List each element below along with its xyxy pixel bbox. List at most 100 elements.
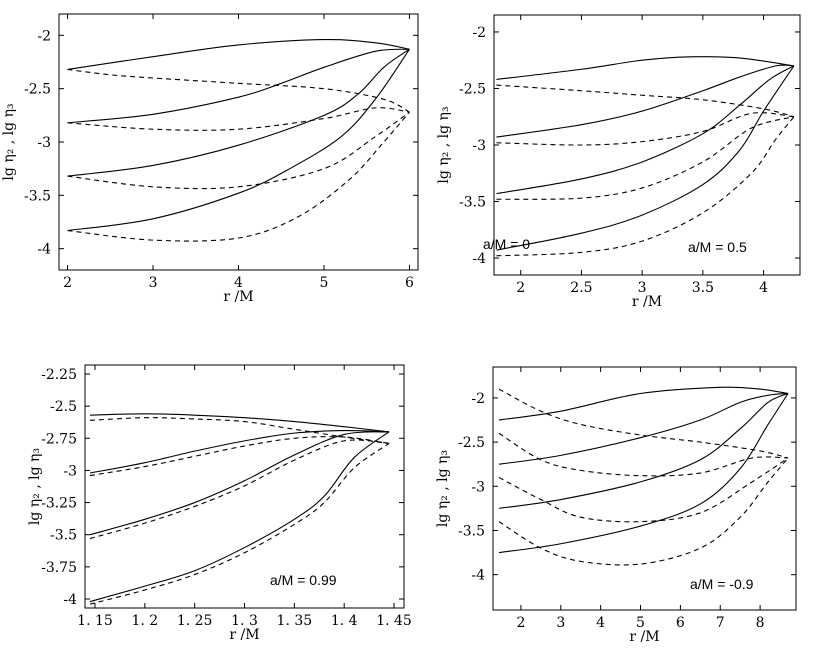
- x-tick-label: 6: [676, 615, 685, 631]
- x-tick-label: 4: [759, 280, 768, 296]
- y-tick-label: -2.5: [458, 435, 485, 451]
- series-solid-line: [496, 56, 795, 80]
- y-tick-label: -2: [472, 25, 486, 41]
- panel-annotation: a/M = 0: [483, 236, 530, 252]
- y-tick-label: -3: [471, 479, 485, 495]
- series-dashed-line: [67, 111, 410, 190]
- y-axis-label: lg η₂ , lg η₃: [27, 448, 43, 525]
- y-tick-label: -3.5: [458, 523, 485, 539]
- x-tick-label: 1. 25: [177, 613, 213, 629]
- x-tick-label: 8: [756, 615, 765, 631]
- x-tick-label: 1. 45: [376, 613, 412, 629]
- series-solid-line: [67, 48, 410, 124]
- y-tick-label: -3.5: [50, 528, 77, 544]
- series-solid-line: [496, 65, 795, 251]
- panel-4: 2 3 4 5 6 7 8 -4 -3.5 -3 -2.5 -2 r /M lg η₂ , lg η₃ a/…: [435, 366, 797, 645]
- x-tick-label: 7: [716, 615, 725, 631]
- series-dashed-line: [89, 439, 390, 540]
- series-dashed-line: [496, 116, 795, 257]
- panel-2: 2 2.5 3 3.5 4 -4 -3.5 -3 -2.5 -2 r /M lg η₂ , lg η₃…: [436, 14, 801, 310]
- series-dashed-line: [89, 417, 390, 444]
- series-dashed-line: [67, 107, 410, 131]
- series-solid-line: [67, 39, 410, 71]
- plot-frame: [58, 13, 419, 271]
- y-tick-label: -2.5: [50, 399, 77, 415]
- x-axis-label: r /M: [229, 627, 259, 643]
- series-dashed-line: [498, 388, 789, 459]
- y-tick-label: -3.75: [41, 560, 77, 576]
- y-tick-label: -3.5: [459, 195, 486, 211]
- panel-annotation: a/M = -0.9: [690, 576, 754, 592]
- x-tick-label: 1. 35: [277, 613, 313, 629]
- series-solid-line: [498, 392, 789, 509]
- x-tick-label: 3.5: [692, 280, 714, 296]
- y-tick-label: -4: [471, 568, 485, 584]
- x-tick-label: 1. 4: [331, 613, 358, 629]
- series-dashed-line: [89, 442, 390, 605]
- panel-annotation: a/M = 0.99: [270, 572, 337, 588]
- x-tick-label: 1. 3: [231, 613, 258, 629]
- series-dashed-line: [496, 112, 794, 146]
- y-axis-label: lg η₂ , lg η₃: [1, 103, 17, 180]
- x-tick-label: 3: [149, 275, 158, 291]
- series-solid-line: [67, 48, 410, 232]
- y-tick-label: -3: [63, 463, 77, 479]
- panel-1: 2 3 4 5 6 -4 -3.5 -3 -2.5 -2 r /M lg η₂ , lg η₃ a/M …: [1, 13, 530, 305]
- y-tick-label: -3.5: [24, 188, 51, 204]
- x-axis-label: r /M: [629, 629, 659, 645]
- y-tick-label: -2: [471, 391, 485, 407]
- plot-frame: [84, 364, 405, 609]
- x-tick-label: 1. 2: [131, 613, 158, 629]
- x-tick-label: 3: [556, 615, 565, 631]
- series-solid-line: [67, 48, 410, 177]
- y-axis-label: lg η₂ , lg η₃: [436, 106, 452, 183]
- panel-annotation: a/M = 0.5: [688, 239, 747, 255]
- series-dashed-line: [498, 432, 789, 477]
- y-tick-label: -2.25: [41, 367, 77, 383]
- series-solid-line: [498, 393, 789, 554]
- series-solid-line: [89, 430, 390, 474]
- y-tick-label: -2: [37, 28, 51, 44]
- x-tick-label: 6: [405, 275, 414, 291]
- x-tick-label: 4: [596, 615, 605, 631]
- y-tick-label: -3.25: [41, 496, 77, 512]
- series-solid-line: [89, 431, 390, 603]
- x-tick-label: 3: [638, 280, 647, 296]
- y-tick-label: -2.5: [459, 81, 486, 97]
- x-tick-label: 2: [516, 280, 525, 296]
- x-tick-label: 2.5: [570, 280, 592, 296]
- series-solid-line: [496, 65, 795, 195]
- series-solid-line: [89, 431, 390, 536]
- series-dashed-line: [498, 457, 789, 566]
- plot-frame: [493, 14, 801, 276]
- series-dashed-line: [67, 111, 410, 242]
- y-tick-label: -2.5: [24, 82, 51, 98]
- series-solid-line: [496, 64, 794, 138]
- x-tick-label: 1. 15: [77, 613, 113, 629]
- series-solid-line: [498, 392, 789, 465]
- y-tick-label: -3: [472, 138, 486, 154]
- series-dashed-line: [89, 436, 390, 477]
- x-tick-label: 5: [320, 275, 329, 291]
- y-tick-label: -4: [472, 251, 486, 267]
- x-tick-label: 5: [636, 615, 645, 631]
- series-dashed-line: [496, 84, 795, 118]
- series-solid-line: [498, 386, 789, 421]
- y-tick-label: -4: [37, 242, 51, 258]
- y-tick-label: -3: [37, 135, 51, 151]
- y-tick-label: -4: [63, 592, 77, 608]
- x-axis-label: r /M: [632, 294, 662, 310]
- series-solid-line: [89, 413, 390, 433]
- x-tick-label: 4: [234, 275, 243, 291]
- x-tick-label: 2: [63, 275, 72, 291]
- series-dashed-line: [67, 68, 410, 113]
- x-axis-label: r /M: [223, 289, 253, 305]
- series-dashed-line: [498, 457, 789, 523]
- plot-frame: [492, 366, 797, 611]
- x-tick-label: 2: [516, 615, 525, 631]
- y-axis-label: lg η₂ , lg η₃: [435, 450, 451, 527]
- series-dashed-line: [496, 116, 795, 200]
- panel-3: 1. 15 1. 2 1. 25 1. 3 1. 35 1. 4 1. 45 -4 -3.75 -…: [27, 364, 412, 643]
- y-tick-label: -2.75: [41, 431, 77, 447]
